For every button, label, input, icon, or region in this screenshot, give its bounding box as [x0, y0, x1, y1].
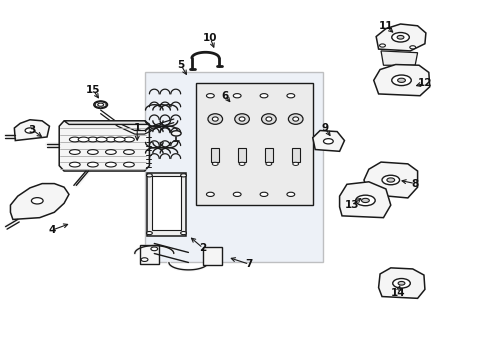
- Polygon shape: [152, 176, 181, 230]
- Ellipse shape: [391, 32, 408, 42]
- Ellipse shape: [69, 162, 80, 167]
- Polygon shape: [59, 121, 149, 171]
- Ellipse shape: [25, 128, 35, 133]
- Ellipse shape: [206, 192, 214, 197]
- Text: 14: 14: [390, 288, 405, 298]
- Ellipse shape: [105, 150, 116, 154]
- Polygon shape: [312, 131, 344, 151]
- Polygon shape: [10, 184, 69, 220]
- Ellipse shape: [392, 279, 409, 288]
- Ellipse shape: [98, 103, 103, 106]
- Ellipse shape: [171, 131, 181, 136]
- Bar: [211, 148, 219, 162]
- Ellipse shape: [114, 137, 125, 142]
- Ellipse shape: [323, 139, 332, 144]
- Ellipse shape: [260, 94, 267, 98]
- Ellipse shape: [397, 282, 404, 285]
- Ellipse shape: [409, 46, 415, 49]
- Text: 8: 8: [411, 179, 418, 189]
- Bar: [203, 247, 221, 265]
- Ellipse shape: [260, 192, 267, 197]
- Polygon shape: [363, 162, 417, 198]
- Text: 6: 6: [221, 91, 228, 101]
- Text: 10: 10: [203, 33, 217, 43]
- Ellipse shape: [391, 75, 410, 86]
- Ellipse shape: [233, 94, 241, 98]
- Ellipse shape: [386, 178, 394, 182]
- Ellipse shape: [94, 101, 107, 108]
- Polygon shape: [378, 268, 424, 298]
- Bar: [195, 83, 312, 205]
- Ellipse shape: [151, 247, 158, 251]
- Ellipse shape: [355, 195, 374, 206]
- Text: 5: 5: [177, 60, 184, 70]
- Bar: [140, 244, 159, 264]
- Bar: [264, 148, 272, 162]
- Ellipse shape: [206, 94, 214, 98]
- Ellipse shape: [105, 137, 116, 142]
- Ellipse shape: [78, 137, 89, 142]
- Ellipse shape: [288, 114, 303, 124]
- Ellipse shape: [87, 162, 98, 167]
- Bar: [291, 148, 299, 162]
- Polygon shape: [147, 173, 185, 235]
- Ellipse shape: [212, 162, 218, 166]
- Ellipse shape: [141, 258, 148, 261]
- Ellipse shape: [234, 114, 249, 124]
- Ellipse shape: [105, 162, 116, 167]
- Ellipse shape: [87, 137, 98, 142]
- Ellipse shape: [123, 150, 134, 154]
- Ellipse shape: [261, 114, 276, 124]
- Ellipse shape: [292, 117, 298, 121]
- Polygon shape: [95, 101, 106, 108]
- Ellipse shape: [239, 117, 244, 121]
- Ellipse shape: [180, 174, 186, 177]
- Ellipse shape: [96, 137, 107, 142]
- Ellipse shape: [239, 162, 244, 166]
- Text: 15: 15: [86, 85, 101, 95]
- Ellipse shape: [265, 162, 271, 166]
- Ellipse shape: [146, 231, 152, 235]
- Polygon shape: [14, 120, 49, 140]
- Ellipse shape: [265, 117, 271, 121]
- Ellipse shape: [146, 174, 152, 177]
- Polygon shape: [144, 72, 322, 262]
- Text: 11: 11: [378, 21, 392, 31]
- Polygon shape: [339, 182, 390, 218]
- Ellipse shape: [180, 231, 186, 235]
- Text: 13: 13: [344, 200, 358, 210]
- Ellipse shape: [292, 162, 298, 166]
- Polygon shape: [373, 64, 429, 96]
- Ellipse shape: [361, 198, 368, 203]
- Polygon shape: [380, 51, 417, 65]
- Text: 12: 12: [417, 78, 431, 88]
- Text: 1: 1: [133, 123, 141, 133]
- Ellipse shape: [207, 114, 222, 124]
- Text: 7: 7: [245, 259, 253, 269]
- Polygon shape: [64, 121, 149, 125]
- Ellipse shape: [397, 78, 405, 82]
- Ellipse shape: [123, 137, 134, 142]
- Text: 4: 4: [48, 225, 56, 235]
- Ellipse shape: [69, 137, 80, 142]
- Polygon shape: [375, 24, 425, 51]
- Ellipse shape: [286, 94, 294, 98]
- Text: 3: 3: [29, 125, 36, 135]
- Bar: [238, 148, 245, 162]
- Text: 9: 9: [321, 123, 328, 133]
- Ellipse shape: [123, 162, 134, 167]
- Ellipse shape: [31, 198, 43, 204]
- Ellipse shape: [233, 192, 241, 197]
- Ellipse shape: [379, 44, 385, 47]
- Ellipse shape: [87, 150, 98, 154]
- Ellipse shape: [286, 192, 294, 197]
- Ellipse shape: [381, 175, 399, 185]
- Ellipse shape: [69, 150, 80, 154]
- Text: 2: 2: [199, 243, 206, 253]
- Ellipse shape: [396, 35, 403, 39]
- Ellipse shape: [212, 117, 218, 121]
